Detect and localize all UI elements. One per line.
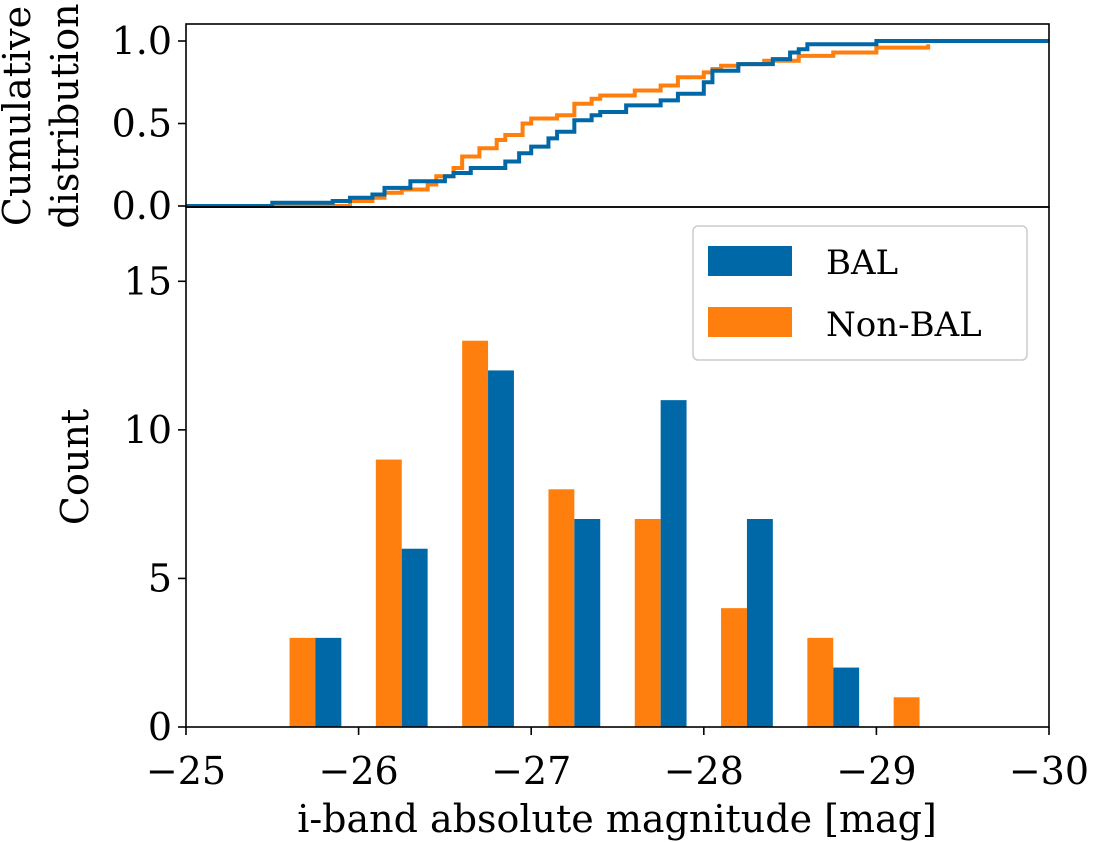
histogram-y-tick-label: 0: [148, 705, 172, 749]
bar-non-bal: [634, 519, 661, 727]
histogram-ylabel: Count: [53, 409, 97, 525]
legend-label-bal: BAL: [826, 243, 898, 283]
histogram-x-tick-label: −27: [491, 749, 571, 793]
cumulative-line-bal: [186, 39, 1049, 208]
histogram-bars: [289, 340, 920, 727]
bar-non-bal: [893, 697, 920, 727]
histogram-panel-frame: [185, 206, 1050, 728]
bar-bal: [488, 370, 514, 727]
histogram-x-tick-label: −28: [664, 749, 744, 793]
cumulative-y-tick-label: 1.0: [112, 19, 172, 63]
cumulative-ylabel-line1: Cumulative: [0, 6, 39, 226]
legend-swatch-non-bal: [708, 307, 792, 337]
legend: BAL Non-BAL: [692, 225, 1028, 361]
bar-bal: [401, 548, 428, 727]
bar-non-bal: [721, 608, 747, 727]
histogram-x-tick-label: −25: [146, 749, 226, 793]
histogram-x-tick-label: −26: [318, 749, 398, 793]
cumulative-lines: [186, 39, 1049, 208]
cumulative-y-ticks: 0.0 0.5 1.0: [112, 19, 186, 228]
cumulative-y-tick-label: 0.5: [112, 102, 172, 146]
cumulative-y-tick-label: 0.0: [112, 184, 172, 228]
bar-bal: [315, 637, 342, 727]
bar-bal: [660, 400, 687, 727]
histogram-y-tick-label: 5: [148, 556, 172, 600]
histogram-xlabel: i-band absolute magnitude [mag]: [297, 797, 937, 841]
histogram-y-tick-label: 10: [124, 408, 172, 452]
bar-non-bal: [807, 637, 834, 727]
bar-non-bal: [462, 340, 489, 727]
cumulative-ylabel-line2: distribution: [43, 3, 87, 228]
bar-non-bal: [375, 459, 402, 727]
histogram-panel: 0 5 10 15 −25 −26 −27 −28 −29 −30 Count i-band a…: [53, 206, 1089, 841]
bar-non-bal: [289, 637, 316, 727]
bar-bal: [574, 519, 601, 727]
histogram-x-ticks: −25 −26 −27 −28 −29 −30: [146, 727, 1089, 793]
bar-bal: [833, 667, 860, 727]
histogram-y-ticks: 0 5 10 15: [124, 259, 186, 749]
histogram-x-tick-label: −29: [836, 749, 916, 793]
histogram-x-tick-label: −30: [1009, 749, 1089, 793]
legend-swatch-bal: [708, 246, 792, 276]
histogram-y-tick-label: 15: [124, 259, 172, 303]
bar-non-bal: [548, 489, 575, 727]
cumulative-panel: 0.0 0.5 1.0 Cumulative distribution: [0, 3, 1050, 229]
legend-label-non-bal: Non-BAL: [826, 305, 982, 345]
bar-bal: [746, 519, 773, 727]
